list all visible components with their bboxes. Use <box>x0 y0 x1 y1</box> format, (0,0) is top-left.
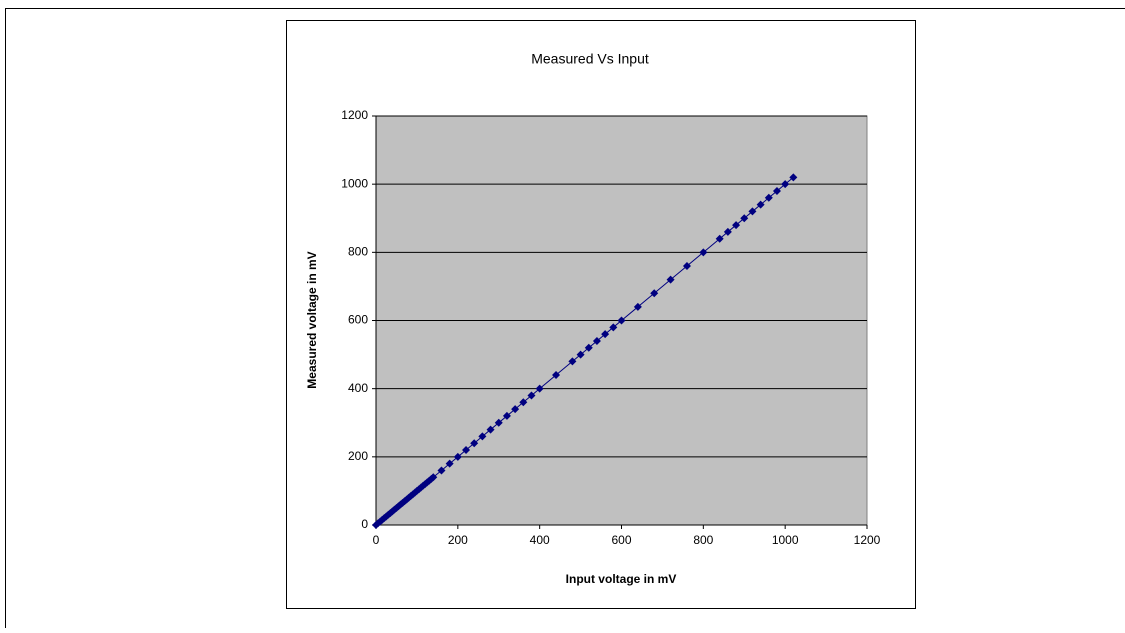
x-axis-label: Input voltage in mV <box>566 572 677 586</box>
y-tick-label: 0 <box>361 517 368 531</box>
y-tick-label: 200 <box>348 449 368 463</box>
y-tick-label: 400 <box>348 381 368 395</box>
x-tick-label: 400 <box>530 533 550 547</box>
y-axis-label: Measured voltage in mV <box>305 251 319 388</box>
x-tick-label: 0 <box>373 533 380 547</box>
x-tick-label: 1000 <box>772 533 799 547</box>
x-tick-label: 600 <box>611 533 631 547</box>
y-tick-label: 1200 <box>341 108 368 122</box>
y-tick-label: 600 <box>348 313 368 327</box>
y-tick-label: 800 <box>348 245 368 259</box>
x-tick-label: 1200 <box>854 533 881 547</box>
y-tick-label: 1000 <box>341 176 368 190</box>
chart-title: Measured Vs Input <box>531 51 649 67</box>
x-tick-label: 800 <box>693 533 713 547</box>
x-tick-label: 200 <box>448 533 468 547</box>
